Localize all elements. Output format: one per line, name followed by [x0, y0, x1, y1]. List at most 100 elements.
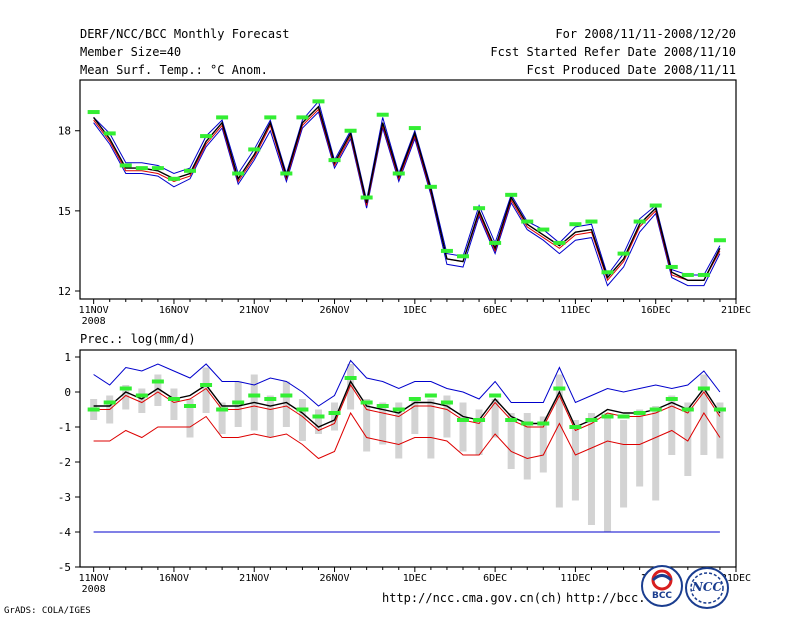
- forecast-marker: [665, 264, 678, 269]
- forecast-marker: [553, 240, 566, 245]
- forecast-marker: [167, 176, 180, 181]
- forecast-marker: [681, 272, 694, 277]
- forecast-marker: [553, 386, 566, 391]
- forecast-marker: [103, 400, 116, 405]
- spread-bar: [571, 420, 579, 501]
- spread-bar: [620, 420, 628, 508]
- forecast-marker: [569, 222, 582, 227]
- forecast-marker: [264, 397, 277, 401]
- precip-title: Prec.: log(mm/d): [80, 332, 196, 346]
- forecast-marker: [328, 158, 341, 163]
- forecast-marker: [344, 128, 357, 133]
- x-tick-label: 16NOV: [159, 573, 189, 584]
- y-tick-label: 0: [64, 386, 71, 399]
- forecast-marker: [521, 421, 534, 426]
- forecast-marker: [232, 400, 245, 405]
- spread-bar: [347, 364, 355, 410]
- x-tick-label: 21NOV: [239, 573, 269, 584]
- forecast-marker: [585, 219, 598, 224]
- spread-bar: [555, 374, 563, 508]
- ncc-url[interactable]: http://ncc.cma.gov.cn(ch): [382, 591, 563, 605]
- forecast-marker: [328, 411, 341, 415]
- forecast-marker: [248, 393, 261, 398]
- x-tick-label: 16NOV: [159, 305, 189, 316]
- forecast-marker: [151, 379, 164, 384]
- chart-title: DERF/NCC/BCC Monthly Forecast: [80, 27, 290, 41]
- y-tick-label: 1: [64, 351, 71, 364]
- started-date: Fcst Started Refer Date 2008/11/10: [490, 45, 736, 59]
- x-tick-label: 26NOV: [319, 305, 349, 316]
- forecast-marker: [376, 112, 389, 117]
- forecast-marker: [440, 400, 453, 405]
- y-tick-label: -1: [58, 421, 71, 434]
- forecast-marker: [216, 115, 229, 120]
- series-upper: [93, 100, 721, 277]
- forecast-marker: [649, 407, 662, 412]
- forecast-marker: [135, 393, 148, 398]
- forecast-marker: [200, 134, 213, 139]
- forecast-marker: [184, 404, 197, 408]
- forecast-marker: [505, 192, 518, 197]
- forecast-marker: [681, 407, 694, 412]
- spread-bar: [668, 395, 676, 455]
- forecast-marker: [489, 393, 502, 398]
- forecast-marker: [633, 411, 646, 415]
- spread-bar: [395, 402, 403, 459]
- forecast-marker: [424, 393, 437, 398]
- variable-label: Mean Surf. Temp.: °C Anom.: [80, 63, 268, 77]
- forecast-marker: [537, 421, 550, 426]
- bcc-url[interactable]: http://bcc.: [566, 591, 646, 605]
- forecast-marker: [135, 166, 148, 171]
- spread-bar: [363, 399, 371, 452]
- grads-credit: GrADS: COLA/IGES: [4, 606, 91, 616]
- forecast-marker: [473, 206, 486, 211]
- forecast-marker: [713, 238, 726, 243]
- forecast-marker: [505, 418, 518, 422]
- forecast-marker: [617, 414, 630, 419]
- ncc-logo-text: NCC: [691, 580, 723, 594]
- spread-bar: [266, 395, 274, 438]
- spread-bar: [218, 402, 226, 434]
- forecast-marker: [312, 99, 325, 104]
- forecast-marker: [569, 425, 582, 429]
- produced-date: Fcst Produced Date 2008/11/11: [526, 63, 736, 77]
- forecast-marker: [87, 110, 100, 115]
- x-tick-label: 1DEC: [403, 305, 427, 316]
- forecast-marker: [87, 407, 100, 412]
- forecast-marker: [537, 227, 550, 232]
- spread-bar: [716, 402, 724, 459]
- forecast-marker: [697, 272, 710, 277]
- x-tick-label: 6DEC: [483, 573, 507, 584]
- forecast-marker: [264, 115, 277, 120]
- forecast-marker: [151, 166, 164, 171]
- series-upper: [93, 359, 721, 407]
- forecast-marker: [280, 393, 293, 398]
- forecast-period: For 2008/11/11-2008/12/20: [555, 27, 736, 41]
- x-tick-sublabel: 2008: [82, 316, 106, 327]
- spread-bar: [186, 399, 194, 438]
- x-tick-label: 1DEC: [403, 573, 427, 584]
- ncc-logo: NCC: [684, 566, 730, 610]
- forecast-marker: [119, 386, 132, 391]
- forecast-marker: [440, 248, 453, 253]
- x-tick-label: 11DEC: [560, 305, 590, 316]
- spread-bar: [539, 416, 547, 473]
- forecast-marker: [312, 414, 325, 419]
- spread-bar: [379, 402, 387, 445]
- forecast-marker: [585, 418, 598, 422]
- spread-bar: [507, 413, 515, 469]
- y-tick-label: 12: [58, 285, 71, 298]
- spread-bar: [652, 406, 660, 501]
- x-tick-label: 11DEC: [560, 573, 590, 584]
- forecast-marker: [633, 219, 646, 224]
- forecast-marker: [344, 376, 357, 380]
- forecast-marker: [408, 397, 421, 401]
- forecast-marker: [649, 203, 662, 208]
- x-tick-label: 26NOV: [319, 573, 349, 584]
- member-size: Member Size=40: [80, 45, 182, 59]
- forecast-marker: [392, 407, 405, 412]
- forecast-marker: [360, 400, 373, 405]
- forecast-marker: [424, 184, 437, 189]
